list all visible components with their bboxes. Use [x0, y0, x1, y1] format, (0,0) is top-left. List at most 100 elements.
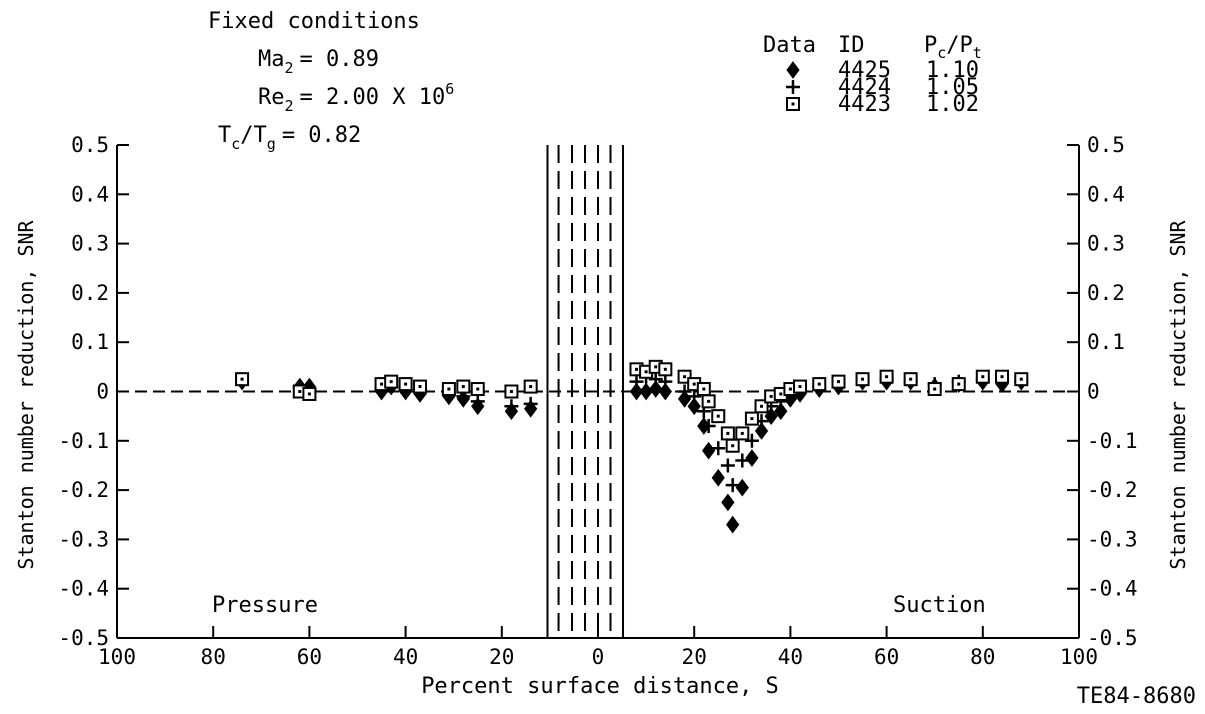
data-point-4424 [677, 384, 692, 399]
square-marker-dot [779, 392, 783, 396]
square-marker-dot [404, 382, 408, 386]
data-point-4424 [629, 374, 644, 389]
square-marker-dot [529, 385, 533, 389]
data-point-4425 [702, 441, 716, 460]
data-point-4424 [523, 396, 538, 411]
data-point-4425 [721, 493, 735, 512]
data-point-4423 [831, 374, 846, 389]
data-point-4424 [720, 458, 735, 473]
y-tick-label-right: -0.1 [1087, 429, 1138, 453]
data-point-4423 [523, 379, 538, 394]
x-tick-label: 20 [682, 645, 707, 669]
data-point-4423 [504, 384, 519, 399]
legend: Data ID Pc/Pt 4425 1.10 4424 1.05 4423 1.02 [763, 33, 982, 117]
data-point-4424 [725, 478, 740, 493]
data-point-4423 [720, 426, 735, 441]
data-point-4423 [441, 382, 456, 397]
y-tick-label-left: 0.3 [71, 232, 109, 256]
fixed-conditions: Fixed conditions Ma2 = 0.89 Re2 = 2.00 X 1… [208, 9, 454, 153]
data-point-4423 [793, 379, 808, 394]
data-point-4423 [711, 409, 726, 424]
figure-reference-code: TE84-8680 [1077, 684, 1196, 709]
square-marker-dot [798, 385, 802, 389]
legend-marker-4423 [786, 97, 800, 111]
data-point-4423 [398, 377, 413, 392]
data-point-4423 [975, 369, 990, 384]
square-marker-dot [509, 390, 513, 393]
y-tick-label-left: 0 [96, 380, 109, 404]
data-point-4423 [735, 426, 750, 441]
square-marker-dot [1000, 375, 1004, 379]
square-marker-dot [981, 375, 985, 379]
fixed-conditions-heading: Fixed conditions [208, 9, 420, 34]
y-tick-label-left: -0.1 [58, 429, 109, 453]
y-tick-label-left: 0.1 [71, 330, 109, 354]
data-point-4423 [951, 377, 966, 392]
data-point-4423 [903, 372, 918, 387]
square-marker-dot [644, 370, 648, 374]
square-marker-dot [817, 382, 821, 386]
square-marker-dot [702, 387, 706, 391]
square-marker-dot [1019, 377, 1023, 381]
square-marker-dot [461, 385, 465, 389]
data-point-4423 [927, 382, 942, 397]
y-tick-label-right: 0.4 [1087, 182, 1125, 206]
data-point-4425 [735, 478, 749, 497]
series-4425 [235, 372, 1028, 534]
data-point-4423 [1014, 372, 1029, 387]
x-tick-label: 80 [970, 645, 995, 669]
square-marker-dot [692, 382, 696, 386]
y-tick-label-right: -0.4 [1087, 577, 1138, 601]
square-marker-dot [447, 387, 451, 391]
y-tick-label-right: -0.3 [1087, 527, 1138, 551]
data-point-4423 [995, 369, 1010, 384]
y-tick-label-left: 0.2 [71, 281, 109, 305]
x-tick-label: 100 [98, 645, 136, 669]
square-marker-dot [750, 417, 754, 421]
legend-ratio-4424: 1.05 [926, 75, 979, 100]
data-point-4423 [812, 377, 827, 392]
data-point-4424 [504, 399, 519, 414]
square-marker-dot [861, 377, 865, 381]
legend-id-4425: 4425 [838, 58, 891, 83]
tc-tg-line: Tc/Tg = 0.82 [218, 123, 361, 153]
x-tick-label: 80 [201, 645, 226, 669]
square-marker-dot [389, 380, 393, 384]
square-marker-dot [885, 375, 889, 379]
data-point-4423 [855, 372, 870, 387]
square-marker-dot [654, 365, 658, 369]
x-tick-label: 40 [393, 645, 418, 669]
square-marker-dot [760, 404, 764, 408]
data-point-4423 [470, 382, 485, 397]
x-tick-label: 60 [874, 645, 899, 669]
data-point-4424 [701, 419, 716, 434]
x-tick-label: 0 [592, 645, 605, 669]
legend-header-id: ID [838, 33, 865, 58]
y-axis-label-right: Stanton number reduction, SNR [1166, 219, 1190, 569]
square-marker-dot [716, 414, 720, 418]
legend-ratio-4425: 1.10 [926, 58, 979, 83]
y-tick-label-right: 0.1 [1087, 330, 1125, 354]
pressure-label: Pressure [212, 593, 318, 618]
y-tick-label-left: -0.4 [58, 577, 109, 601]
data-point-4425 [754, 422, 769, 440]
legend-marker-4425 [786, 61, 800, 79]
square-marker-dot [731, 444, 735, 448]
legend-id-4423: 4423 [838, 92, 891, 117]
axes: 0.5 0.5 0.4 0.4 0.3 0.3 0.2 0.2 0.1 0.1 0 0 -0.1 -0.1… [58, 133, 1137, 669]
square-marker-dot [634, 367, 638, 371]
data-point-4423 [456, 379, 471, 394]
legend-ratio-4423: 1.02 [926, 92, 979, 117]
x-tick-label: 100 [1060, 645, 1098, 669]
x-tick-label: 20 [489, 645, 514, 669]
square-marker-dot [418, 385, 422, 389]
data-point-4423 [384, 374, 399, 389]
series-4423 [235, 359, 1029, 453]
data-point-4423 [701, 394, 716, 409]
square-marker-dot [788, 387, 792, 391]
y-tick-label-left: -0.2 [58, 478, 109, 502]
square-marker-dot [933, 387, 937, 391]
y-tick-label-left: -0.3 [58, 527, 109, 551]
data-point-4425 [658, 382, 672, 401]
